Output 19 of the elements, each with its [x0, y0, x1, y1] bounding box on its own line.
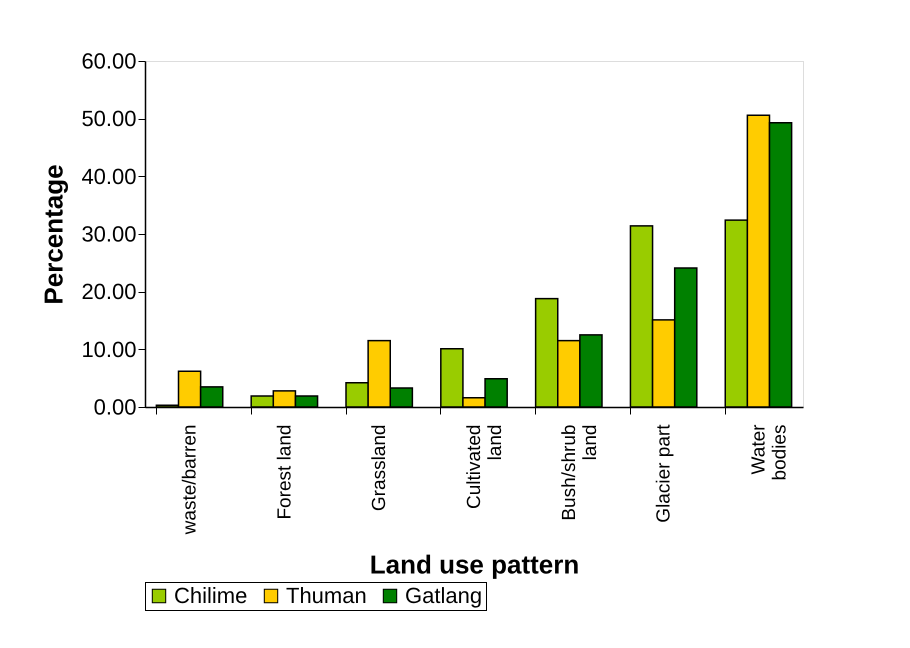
- y-tick-label: 60.00: [81, 48, 136, 74]
- y-axis-title: Percentage: [38, 164, 68, 305]
- x-tick-label: Grassland: [369, 424, 390, 512]
- x-tick-label: Bush/shrub land: [558, 424, 601, 521]
- legend-label: Thuman: [286, 583, 367, 608]
- y-tick-label: 30.00: [81, 222, 136, 246]
- y-tick-label: 0.00: [94, 394, 136, 420]
- x-tick-label: Glacier part: [654, 424, 675, 523]
- legend-label: Gatlang: [405, 583, 482, 608]
- y-tick-label: 50.00: [81, 106, 136, 132]
- legend-label: Chilime: [174, 583, 248, 608]
- y-tick-label: 20.00: [81, 279, 136, 304]
- x-tick-label: Cultivated land: [464, 424, 506, 509]
- x-tick-label: Water bodies: [748, 424, 790, 480]
- x-tick-label: waste/barren: [180, 424, 201, 536]
- y-tick-label: 10.00: [81, 336, 136, 362]
- y-tick-label: 40.00: [81, 164, 136, 189]
- x-tick-label: Forest land: [274, 424, 296, 520]
- x-axis-title: Land use pattern: [370, 549, 580, 580]
